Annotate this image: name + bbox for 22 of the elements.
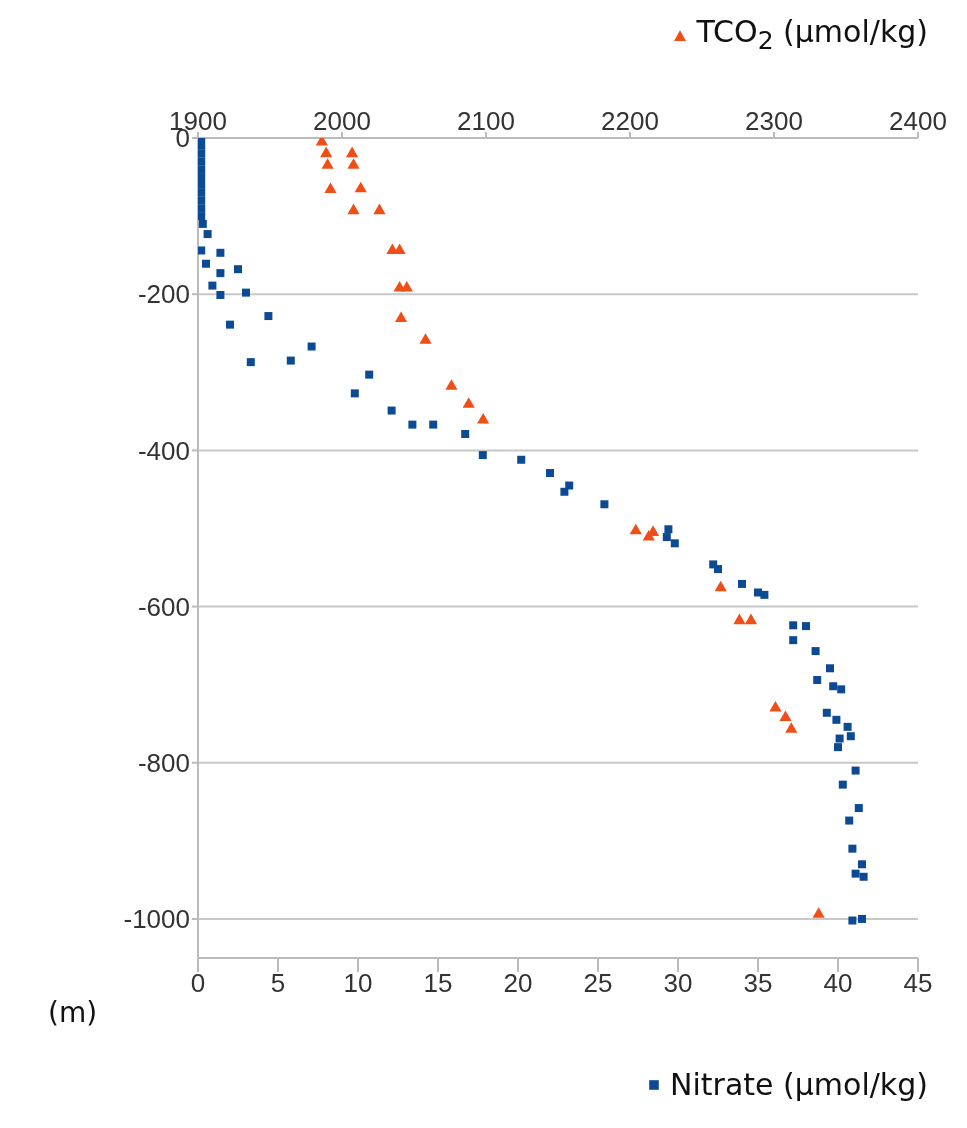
x2-tick-label: 2100 [457, 106, 515, 136]
x-tick-label: 10 [343, 968, 373, 999]
x-tick-label: 20 [503, 968, 533, 999]
y-tick-label: -200 [137, 279, 190, 310]
x2-tick-label: 2400 [889, 106, 947, 136]
legend-label: TCO$_{2}$ (µmol/kg) [696, 14, 928, 55]
x2-tick-label: 2200 [601, 106, 659, 136]
x-tick-label: 25 [583, 968, 613, 999]
x-tick-label: 45 [903, 968, 933, 999]
y-tick-label: -600 [137, 591, 190, 622]
x-tick-label: 30 [663, 968, 693, 999]
x-tick-label: 15 [423, 968, 453, 999]
y-tick-label: -800 [137, 747, 190, 778]
y-axis-title: (m) [48, 996, 98, 1029]
x-tick-label: 5 [270, 968, 286, 999]
x2-tick-label: 2000 [313, 106, 371, 136]
x-tick-label: 35 [743, 968, 773, 999]
y-tick-label: -400 [137, 435, 190, 466]
legend-label: Nitrate (µmol/kg) [670, 1067, 928, 1102]
x-tick-label: 40 [823, 968, 853, 999]
x2-tick-label: 2300 [745, 106, 803, 136]
y-tick-label: -1000 [123, 904, 190, 935]
